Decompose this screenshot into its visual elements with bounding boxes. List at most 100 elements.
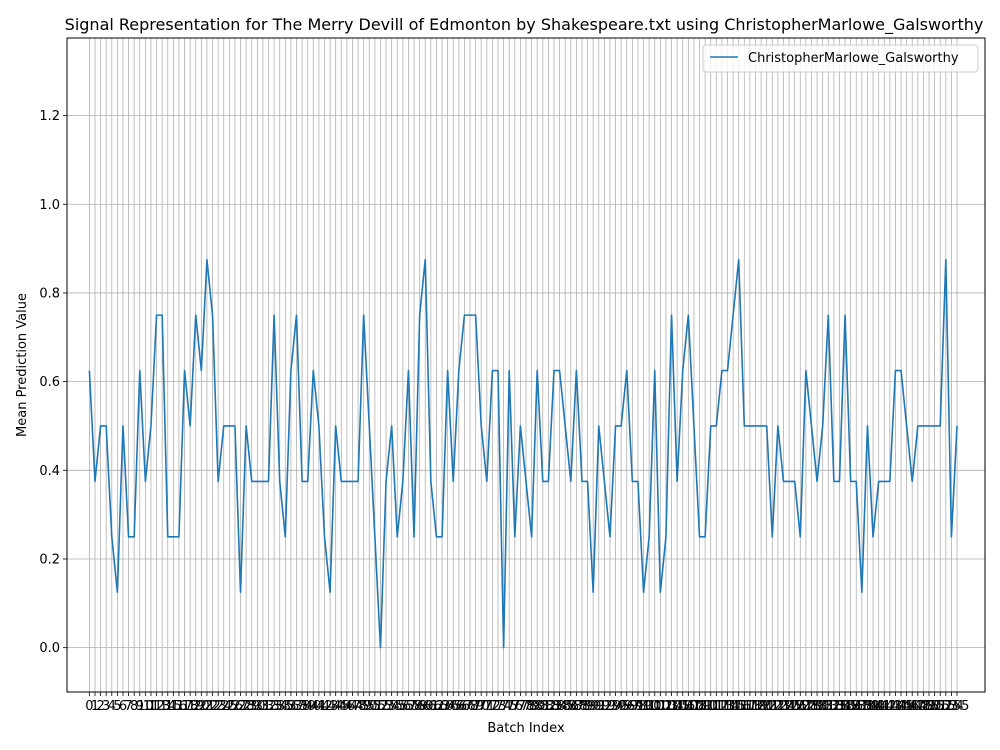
x-tick-label: 26 [227, 699, 244, 714]
x-tick-label: 68 [462, 699, 479, 714]
x-tick-label: 13 [154, 699, 171, 714]
x-tick-label: 93 [602, 699, 619, 714]
x-tick-label: 125 [777, 699, 802, 714]
x-tick-label: 43 [322, 699, 339, 714]
x-tick-label: 144 [883, 699, 908, 714]
x-tick-label: 25 [221, 699, 238, 714]
x-tick-label: 8 [130, 699, 138, 714]
x-tick-label: 89 [579, 699, 596, 714]
x-tick-label: 24 [215, 699, 232, 714]
x-tick-label: 141 [866, 699, 891, 714]
x-tick-label: 106 [670, 699, 695, 714]
x-tick-label: 96 [618, 699, 635, 714]
x-tick-label: 16 [171, 699, 188, 714]
x-tick-label: 17 [176, 699, 193, 714]
x-tick-label: 28 [238, 699, 255, 714]
x-tick-label: 72 [484, 699, 501, 714]
x-tick-label: 35 [277, 699, 294, 714]
x-tick-label: 95 [613, 699, 630, 714]
x-tick-label: 40 [305, 699, 322, 714]
legend-box [702, 44, 979, 73]
x-tick-label: 127 [788, 699, 813, 714]
x-tick-label: 20 [193, 699, 210, 714]
y-tick-label: 1.2 [39, 109, 60, 124]
x-tick-label: 128 [793, 699, 818, 714]
x-tick-label: 51 [367, 699, 384, 714]
x-tick-label: 52 [372, 699, 389, 714]
x-tick-label: 2 [96, 699, 104, 714]
x-tick-label: 99 [635, 699, 652, 714]
x-tick-label: 70 [473, 699, 490, 714]
x-tick-label: 105 [665, 699, 690, 714]
y-tick-label: 0.6 [39, 375, 60, 390]
x-tick-label: 150 [917, 699, 942, 714]
x-tick-label: 136 [838, 699, 863, 714]
x-tick-label: 6 [119, 699, 127, 714]
x-tick-label: 9 [136, 699, 144, 714]
y-tick-label: 0.2 [39, 552, 60, 567]
x-tick-label: 69 [467, 699, 484, 714]
x-tick-label: 132 [816, 699, 841, 714]
x-tick-label: 143 [877, 699, 902, 714]
x-tick-label: 109 [687, 699, 712, 714]
x-tick-label: 46 [339, 699, 356, 714]
x-tick-label: 14 [159, 699, 176, 714]
x-tick-label: 0 [85, 699, 93, 714]
x-tick-label: 145 [889, 699, 914, 714]
x-tick-label: 66 [451, 699, 468, 714]
x-tick-label: 102 [648, 699, 673, 714]
x-tick-label: 87 [568, 699, 585, 714]
x-tick-label: 78 [518, 699, 535, 714]
x-tick-label: 124 [771, 699, 796, 714]
x-tick-label: 27 [232, 699, 249, 714]
x-tick-label: 12 [148, 699, 165, 714]
x-tick-label: 30 [249, 699, 266, 714]
x-tick-label: 126 [782, 699, 807, 714]
y-tick-label: 0.0 [39, 641, 60, 656]
x-tick-label: 57 [400, 699, 417, 714]
x-tick-label: 15 [165, 699, 182, 714]
x-tick-label: 18 [182, 699, 199, 714]
x-tick-label: 97 [624, 699, 641, 714]
legend: ChristopherMarlowe_Galsworthy [702, 44, 979, 73]
x-tick-label: 4 [108, 699, 116, 714]
x-tick-label: 94 [607, 699, 624, 714]
x-tick-label: 42 [316, 699, 333, 714]
x-tick-label: 5 [113, 699, 121, 714]
x-tick-label: 129 [799, 699, 824, 714]
x-tick-label: 44 [327, 699, 344, 714]
x-tick-label: 79 [523, 699, 540, 714]
x-tick-label: 75 [501, 699, 518, 714]
x-tick-label: 67 [456, 699, 473, 714]
chart-title: Signal Representation for The Merry Devi… [65, 15, 984, 35]
x-tick-label: 148 [905, 699, 930, 714]
x-tick-label: 19 [187, 699, 204, 714]
x-tick-label: 74 [495, 699, 512, 714]
x-tick-label: 133 [821, 699, 846, 714]
y-tick-label: 0.4 [39, 464, 60, 479]
x-tick-label: 71 [479, 699, 496, 714]
x-tick-label: 21 [199, 699, 216, 714]
x-tick-label: 98 [630, 699, 647, 714]
x-tick-label: 134 [827, 699, 852, 714]
x-tick-label: 59 [411, 699, 428, 714]
x-tick-label: 34 [271, 699, 288, 714]
x-tick-label: 36 [283, 699, 300, 714]
x-tick-label: 130 [805, 699, 830, 714]
x-tick-label: 1 [91, 699, 99, 714]
series-line-christophermarlowe-galsworthy [88, 258, 958, 649]
x-tick-label: 113 [710, 699, 735, 714]
x-tick-label: 32 [260, 699, 277, 714]
x-tick-label: 39 [299, 699, 316, 714]
x-tick-label: 104 [659, 699, 684, 714]
x-tick-label: 101 [642, 699, 667, 714]
x-tick-label: 119 [743, 699, 768, 714]
legend-entry-label: ChristopherMarlowe_Galsworthy [748, 51, 959, 66]
x-tick-label: 86 [563, 699, 580, 714]
x-tick-label: 10 [137, 699, 154, 714]
x-axis-label: Batch Index [487, 721, 565, 736]
x-axis-ticks: 0123456789101112131415161718192021222324… [85, 692, 969, 714]
x-tick-label: 83 [546, 699, 563, 714]
x-tick-label: 137 [844, 699, 869, 714]
